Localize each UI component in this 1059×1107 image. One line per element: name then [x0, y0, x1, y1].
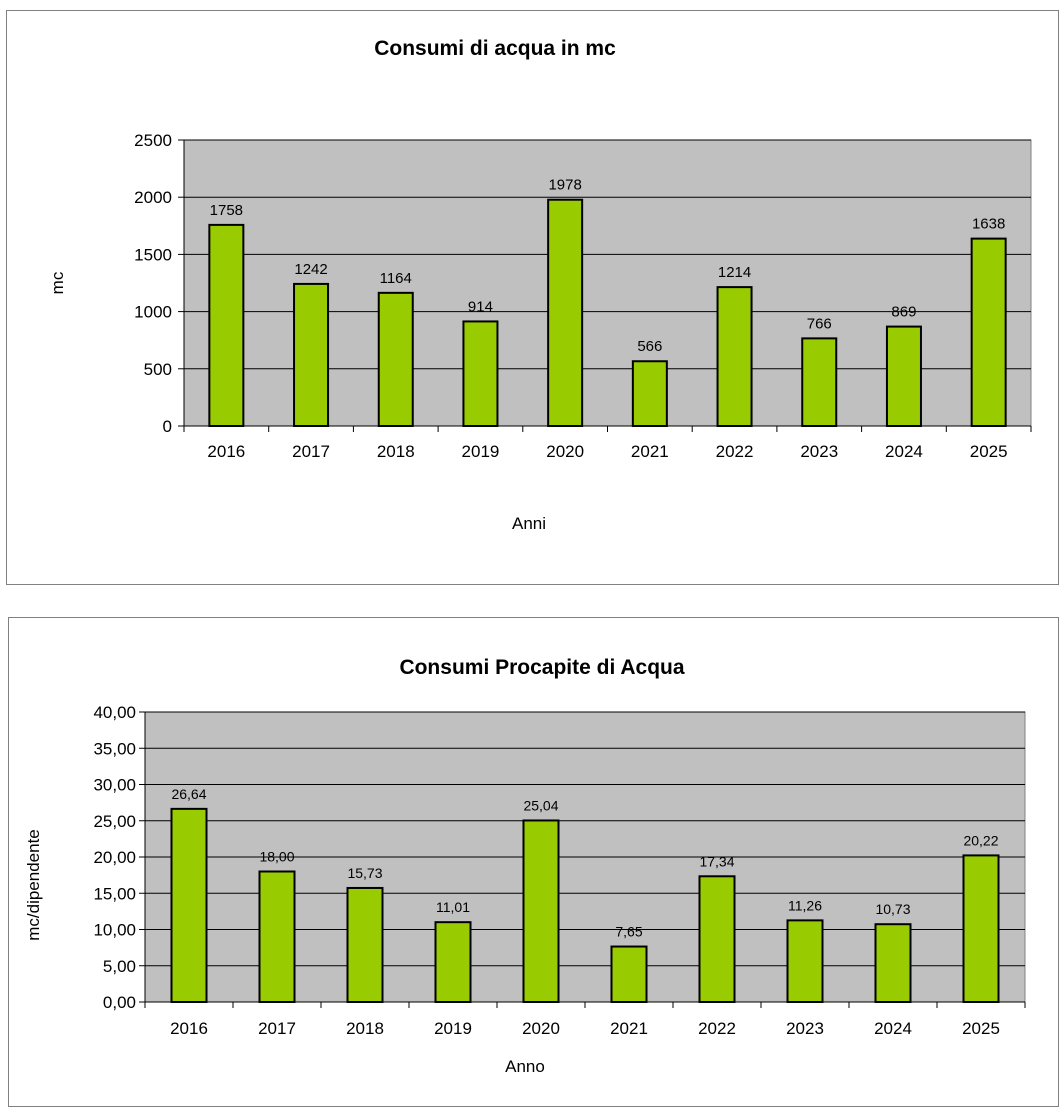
chart-per-capita-consumption: Consumi Procapite di Acqua mc/dipendente…	[8, 617, 1059, 1107]
y-tick-label: 20,00	[93, 848, 136, 867]
bar-2016	[170, 807, 208, 1003]
bar-2016	[208, 223, 245, 427]
bar-2018	[377, 291, 414, 428]
data-label-2017: 18,00	[259, 849, 294, 865]
data-label-2022: 17,34	[699, 853, 734, 869]
y-tick-label: 2500	[134, 131, 172, 150]
x-tick-label-2025: 2025	[970, 442, 1008, 461]
data-label-2018: 1164	[380, 270, 412, 287]
data-label-2025: 20,22	[963, 832, 998, 848]
bar-2020	[547, 198, 584, 427]
y-tick-label: 1000	[134, 303, 172, 322]
chart-water-consumption: Consumi di acqua in mc mc Anni 0 500 1000 1…	[6, 10, 1059, 585]
chart-title: Consumi di acqua in mc	[374, 37, 616, 60]
bar-2023	[786, 919, 824, 1003]
data-label-2016: 26,64	[171, 786, 206, 802]
data-label-2021: 566	[637, 338, 662, 355]
bar-2017	[258, 870, 296, 1003]
data-label-2020: 1978	[548, 177, 581, 194]
x-tick-label-2020: 2020	[546, 442, 584, 461]
bar-2024	[885, 325, 922, 427]
x-tick-label-2018: 2018	[377, 442, 415, 461]
data-label-2017: 1242	[294, 261, 327, 278]
data-label-2023: 766	[807, 315, 832, 332]
x-tick-label-2016: 2016	[170, 1019, 208, 1038]
bar-2023	[801, 337, 838, 427]
y-tick-label: 2000	[134, 188, 172, 207]
x-tick-label-2024: 2024	[885, 442, 923, 461]
data-label-2019: 914	[468, 298, 493, 315]
x-tick-label-2019: 2019	[462, 442, 500, 461]
x-tick-label-2024: 2024	[874, 1019, 912, 1038]
bar-2021	[610, 945, 648, 1004]
chart-title: Consumi Procapite di Acqua	[399, 656, 684, 679]
data-label-2023: 11,26	[788, 897, 822, 913]
y-tick-label: 5,00	[103, 957, 136, 976]
data-label-2019: 11,01	[436, 899, 470, 915]
data-label-2025: 1638	[972, 216, 1005, 233]
x-tick-label-2022: 2022	[716, 442, 754, 461]
x-tick-label-2016: 2016	[207, 442, 245, 461]
bar-2025	[970, 237, 1007, 427]
bar-2024	[874, 923, 912, 1003]
bar-2025	[962, 854, 1000, 1003]
x-tick-label-2020: 2020	[522, 1019, 560, 1038]
bar-2019	[434, 921, 472, 1003]
y-tick-label: 35,00	[93, 739, 136, 758]
bar-2019	[462, 320, 499, 427]
y-tick-label: 500	[144, 360, 172, 379]
x-tick-label-2021: 2021	[610, 1019, 648, 1038]
bar-2017	[293, 282, 330, 427]
x-tick-label-2017: 2017	[292, 442, 330, 461]
y-tick-label: 1500	[134, 245, 172, 264]
y-tick-label: 0	[163, 417, 172, 436]
y-tick-label: 10,00	[93, 921, 136, 940]
bar-2018	[346, 886, 384, 1003]
x-tick-label-2017: 2017	[258, 1019, 296, 1038]
x-tick-label-2022: 2022	[698, 1019, 736, 1038]
data-label-2020: 25,04	[523, 797, 558, 813]
y-tick-label: 30,00	[93, 776, 136, 795]
y-tick-label: 25,00	[93, 812, 136, 831]
chart-water-consumption-svg: Consumi di acqua in mc mc Anni 0 500 1000 1…	[48, 37, 1032, 533]
data-label-2024: 869	[891, 304, 916, 321]
data-label-2021: 7,65	[615, 924, 642, 940]
x-tick-label-2021: 2021	[631, 442, 669, 461]
x-tick-label-2018: 2018	[346, 1019, 384, 1038]
data-label-2024: 10,73	[875, 901, 910, 917]
x-tick-label-2023: 2023	[786, 1019, 824, 1038]
data-label-2016: 1758	[210, 202, 243, 219]
x-axis-label: Anno	[505, 1057, 545, 1076]
data-label-2022: 1214	[718, 264, 751, 281]
x-tick-label-2023: 2023	[800, 442, 838, 461]
y-tick-label: 40,00	[93, 703, 136, 722]
bar-2020	[522, 819, 560, 1003]
x-axis-label: Anni	[512, 514, 546, 533]
y-axis-label: mc/dipendente	[24, 829, 43, 941]
x-tick-label-2025: 2025	[962, 1019, 1000, 1038]
chart-per-capita-consumption-svg: Consumi Procapite di Acqua mc/dipendente…	[24, 656, 1026, 1076]
bar-2021	[631, 360, 668, 427]
y-tick-label: 0,00	[103, 993, 136, 1012]
bar-2022	[698, 875, 736, 1003]
y-axis-label: mc	[48, 271, 67, 294]
bar-2022	[716, 286, 753, 428]
y-tick-label: 15,00	[93, 884, 136, 903]
data-label-2018: 15,73	[347, 865, 382, 881]
x-tick-label-2019: 2019	[434, 1019, 472, 1038]
